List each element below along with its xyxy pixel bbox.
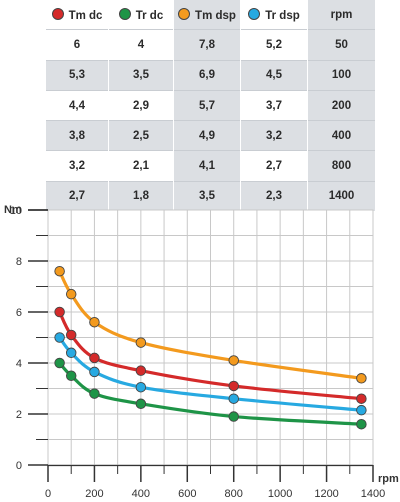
table-row: 3,8 2,5 4,9 3,2 400 xyxy=(45,120,376,151)
y-tick-label: 8 xyxy=(16,256,22,268)
data-point xyxy=(65,370,77,381)
table-header-row: Tm dc Tr dc Tm dsp Tr dsp rpm xyxy=(45,0,376,30)
table-cell: 800 xyxy=(307,150,376,182)
torque-chart: 0 2 4 6 8 10 0 200 400 600 800 1000 1200 1400 Nm rpm xyxy=(4,204,399,500)
data-point xyxy=(89,316,100,328)
data-point xyxy=(135,381,147,393)
table-cell: 6,9 xyxy=(173,59,241,91)
table-cell: 4,9 xyxy=(173,120,241,151)
table-cell: 2,5 xyxy=(108,120,174,151)
table-cell: 50 xyxy=(307,29,376,61)
data-point xyxy=(356,393,367,404)
data-point xyxy=(89,366,100,378)
table-cell: 6 xyxy=(45,29,109,61)
table-cell: 4,5 xyxy=(240,59,308,91)
table-cell: 2,7 xyxy=(240,150,308,182)
data-point xyxy=(65,347,77,359)
x-tick-label: 1000 xyxy=(268,488,292,500)
table-cell: 100 xyxy=(307,59,376,91)
table-cell: 4 xyxy=(108,29,174,61)
table-cell: 3,5 xyxy=(108,59,174,91)
table-cell: 3,2 xyxy=(45,150,109,182)
data-point xyxy=(356,418,367,430)
x-tick-label: 400 xyxy=(132,488,150,500)
table-cell: 4,4 xyxy=(45,89,109,121)
data-point xyxy=(54,357,65,369)
table-cell: 5,3 xyxy=(45,59,109,91)
x-tick-label: 800 xyxy=(225,488,243,500)
header-tm-dc: Tm dc xyxy=(45,0,109,30)
table-cell: 2,9 xyxy=(108,89,174,121)
data-point xyxy=(89,388,100,399)
chart-grid xyxy=(47,209,374,466)
x-tick-label: 1200 xyxy=(314,488,338,500)
tm-dsp-dot-icon xyxy=(178,7,191,20)
table-cell: 7,8 xyxy=(173,29,241,61)
tm-dc-dot-icon xyxy=(51,7,64,20)
y-tick-label: 10 xyxy=(10,205,22,217)
data-point xyxy=(135,337,147,348)
y-tick-label: 6 xyxy=(16,307,22,319)
table-cell: 3,5 xyxy=(173,180,241,212)
table-cell: 2,1 xyxy=(108,150,174,182)
header-tr-dsp: Tr dsp xyxy=(240,0,308,30)
x-tick-label: 200 xyxy=(85,488,103,500)
table-row: 2,7 1,8 3,5 2,3 1400 xyxy=(45,180,376,212)
table-cell: 1,8 xyxy=(108,180,174,212)
table-cell: 2,3 xyxy=(240,180,308,212)
table-cell: 5,2 xyxy=(240,29,308,61)
x-axis-label: rpm xyxy=(378,473,399,485)
x-tick-label: 0 xyxy=(45,488,51,500)
data-point xyxy=(54,332,65,343)
data-point xyxy=(65,288,77,300)
y-tick-label: 4 xyxy=(16,358,22,370)
header-rpm: rpm xyxy=(307,0,376,30)
data-point xyxy=(356,404,367,416)
table-cell: 200 xyxy=(307,89,376,121)
y-tick-label: 0 xyxy=(16,460,22,472)
header-tr-dc: Tr dc xyxy=(108,0,174,30)
table-cell: 400 xyxy=(307,120,376,151)
table-cell: 3,7 xyxy=(240,89,308,121)
data-table: Tm dc Tr dc Tm dsp Tr dsp rpm 6 4 7,8 5,2 50… xyxy=(45,0,376,212)
table-cell: 3,8 xyxy=(45,120,109,151)
chart-axes: 0 2 4 6 8 10 0 200 400 600 800 1000 1200 1400 xyxy=(10,205,385,500)
data-point xyxy=(135,398,147,410)
tr-dsp-dot-icon xyxy=(248,7,261,20)
table-cell: 2,7 xyxy=(45,180,109,212)
data-point xyxy=(228,355,239,366)
table-cell: 5,7 xyxy=(173,89,241,121)
table-cell: 1400 xyxy=(307,180,376,212)
data-point xyxy=(54,265,65,277)
y-tick-label: 2 xyxy=(16,409,22,421)
table-row: 3,2 2,1 4,1 2,7 800 xyxy=(45,150,376,182)
data-point xyxy=(228,380,239,392)
data-point xyxy=(228,411,239,422)
table-row: 6 4 7,8 5,2 50 xyxy=(45,29,376,61)
data-point xyxy=(228,393,239,404)
data-point xyxy=(89,352,100,364)
table-cell: 3,2 xyxy=(240,120,308,151)
data-point xyxy=(135,365,147,376)
y-axis-label: Nm xyxy=(4,204,22,216)
tr-dc-dot-icon xyxy=(118,7,131,20)
data-point xyxy=(356,373,367,384)
x-tick-label: 1400 xyxy=(361,488,385,500)
data-point xyxy=(65,329,77,341)
data-point xyxy=(54,306,65,318)
header-tm-dsp: Tm dsp xyxy=(173,0,241,30)
chart-series xyxy=(54,265,367,430)
table-row: 4,4 2,9 5,7 3,7 200 xyxy=(45,89,376,121)
table-cell: 4,1 xyxy=(173,150,241,182)
x-tick-label: 600 xyxy=(178,488,196,500)
table-row: 5,3 3,5 6,9 4,5 100 xyxy=(45,59,376,91)
